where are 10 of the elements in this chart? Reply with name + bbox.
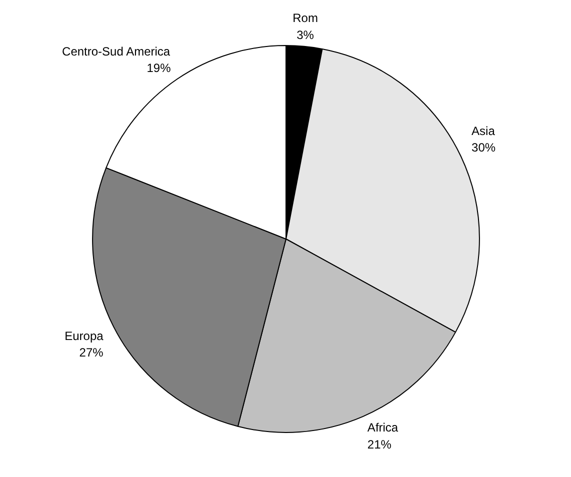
data-label: 19%: [146, 61, 172, 76]
data-label: 30%: [472, 140, 496, 155]
slice-label: Europa: [64, 328, 104, 343]
data-label: 27%: [79, 346, 104, 360]
data-label: 3%: [296, 28, 314, 42]
data-label: 21%: [367, 438, 392, 452]
slice-label: Asia: [472, 124, 496, 138]
slice-label: Rom: [292, 11, 318, 26]
slice-label: Centro-Sud America: [62, 44, 170, 58]
slice-label: Africa: [367, 420, 398, 435]
